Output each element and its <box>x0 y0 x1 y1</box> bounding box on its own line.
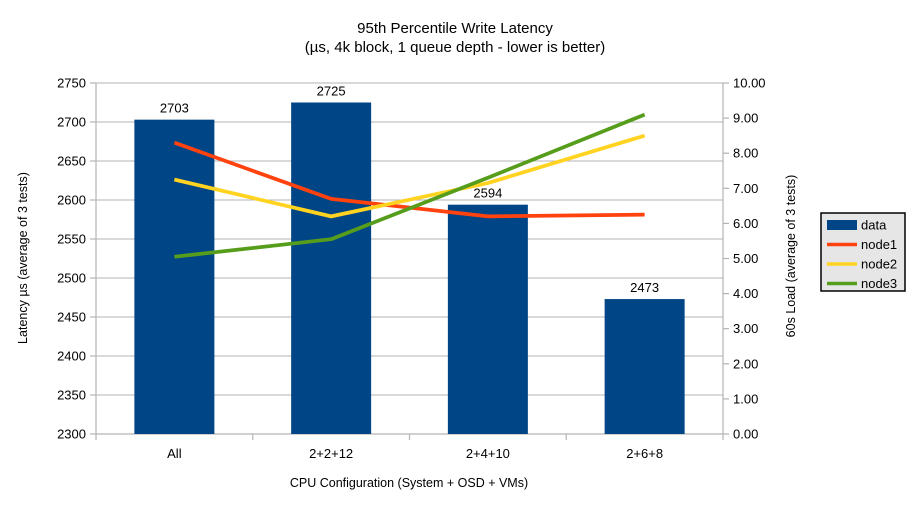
bar-series <box>134 102 685 434</box>
category-label: All <box>167 446 182 461</box>
right-axis-tick-labels: 0.00 1.00 2.00 3.00 4.00 5.00 6.00 7.00 8.00 9.00… <box>733 76 766 442</box>
line-node3 <box>174 112 646 259</box>
right-tick-label: 9.00 <box>733 111 758 126</box>
bar-2+2+12 <box>291 102 372 434</box>
right-axis-title: 60s Load (average of 3 tests) <box>784 175 798 338</box>
legend-label-node1: node1 <box>861 237 897 252</box>
category-labels: All 2+2+12 2+4+10 2+6+8 <box>167 446 663 461</box>
bar-All <box>134 119 215 434</box>
bar-value-label: 2725 <box>317 84 346 99</box>
right-tick-label: 3.00 <box>733 321 758 336</box>
right-tick-label: 10.00 <box>733 76 766 91</box>
right-tick-label: 8.00 <box>733 146 758 161</box>
legend: data node1 node2 node3 <box>820 212 906 292</box>
bar-2+4+10 <box>447 204 528 434</box>
legend-swatch-data <box>827 220 857 230</box>
left-tick-label: 2500 <box>57 271 86 286</box>
category-label: 2+2+12 <box>309 446 353 461</box>
bar-value-label: 2473 <box>630 280 659 295</box>
chart-subtitle: (µs, 4k block, 1 queue depth - lower is … <box>305 39 605 56</box>
left-tick-label: 2550 <box>57 232 86 247</box>
legend-label-node3: node3 <box>861 276 897 291</box>
left-tick-label: 2450 <box>57 310 86 325</box>
left-tick-label: 2300 <box>57 427 86 442</box>
right-tick-label: 1.00 <box>733 391 758 406</box>
right-tick-label: 7.00 <box>733 181 758 196</box>
left-tick-label: 2400 <box>57 349 86 364</box>
right-tick-label: 6.00 <box>733 216 758 231</box>
right-tick-label: 5.00 <box>733 251 758 266</box>
left-tick-label: 2650 <box>57 154 86 169</box>
category-label: 2+4+10 <box>466 446 510 461</box>
legend-label-data: data <box>861 218 887 233</box>
bar-value-label: 2594 <box>473 186 502 201</box>
right-tick-label: 2.00 <box>733 356 758 371</box>
left-tick-label: 2350 <box>57 388 86 403</box>
left-axis-tick-labels: 2300 2350 2400 2450 2500 2550 2600 2650 2700 2750 <box>57 76 86 442</box>
right-tick-label: 0.00 <box>733 427 758 442</box>
left-axis-title: Latency µs (average of 3 tests) <box>16 172 30 344</box>
right-tick-label: 4.00 <box>733 286 758 301</box>
line-node1 <box>173 140 645 219</box>
chart-title: 95th Percentile Write Latency <box>357 20 553 37</box>
legend-label-node2: node2 <box>861 257 897 272</box>
left-tick-label: 2600 <box>57 193 86 208</box>
bar-2+6+8 <box>604 299 685 434</box>
x-axis-title: CPU Configuration (System + OSD + VMs) <box>290 476 528 490</box>
bar-value-labels: 2703 2725 2594 2473 <box>160 84 659 296</box>
line-series-group <box>173 112 646 259</box>
line-node2 <box>173 133 646 219</box>
left-tick-label: 2750 <box>57 76 86 91</box>
category-label: 2+6+8 <box>626 446 663 461</box>
bar-value-label: 2703 <box>160 101 189 116</box>
left-tick-label: 2700 <box>57 115 86 130</box>
